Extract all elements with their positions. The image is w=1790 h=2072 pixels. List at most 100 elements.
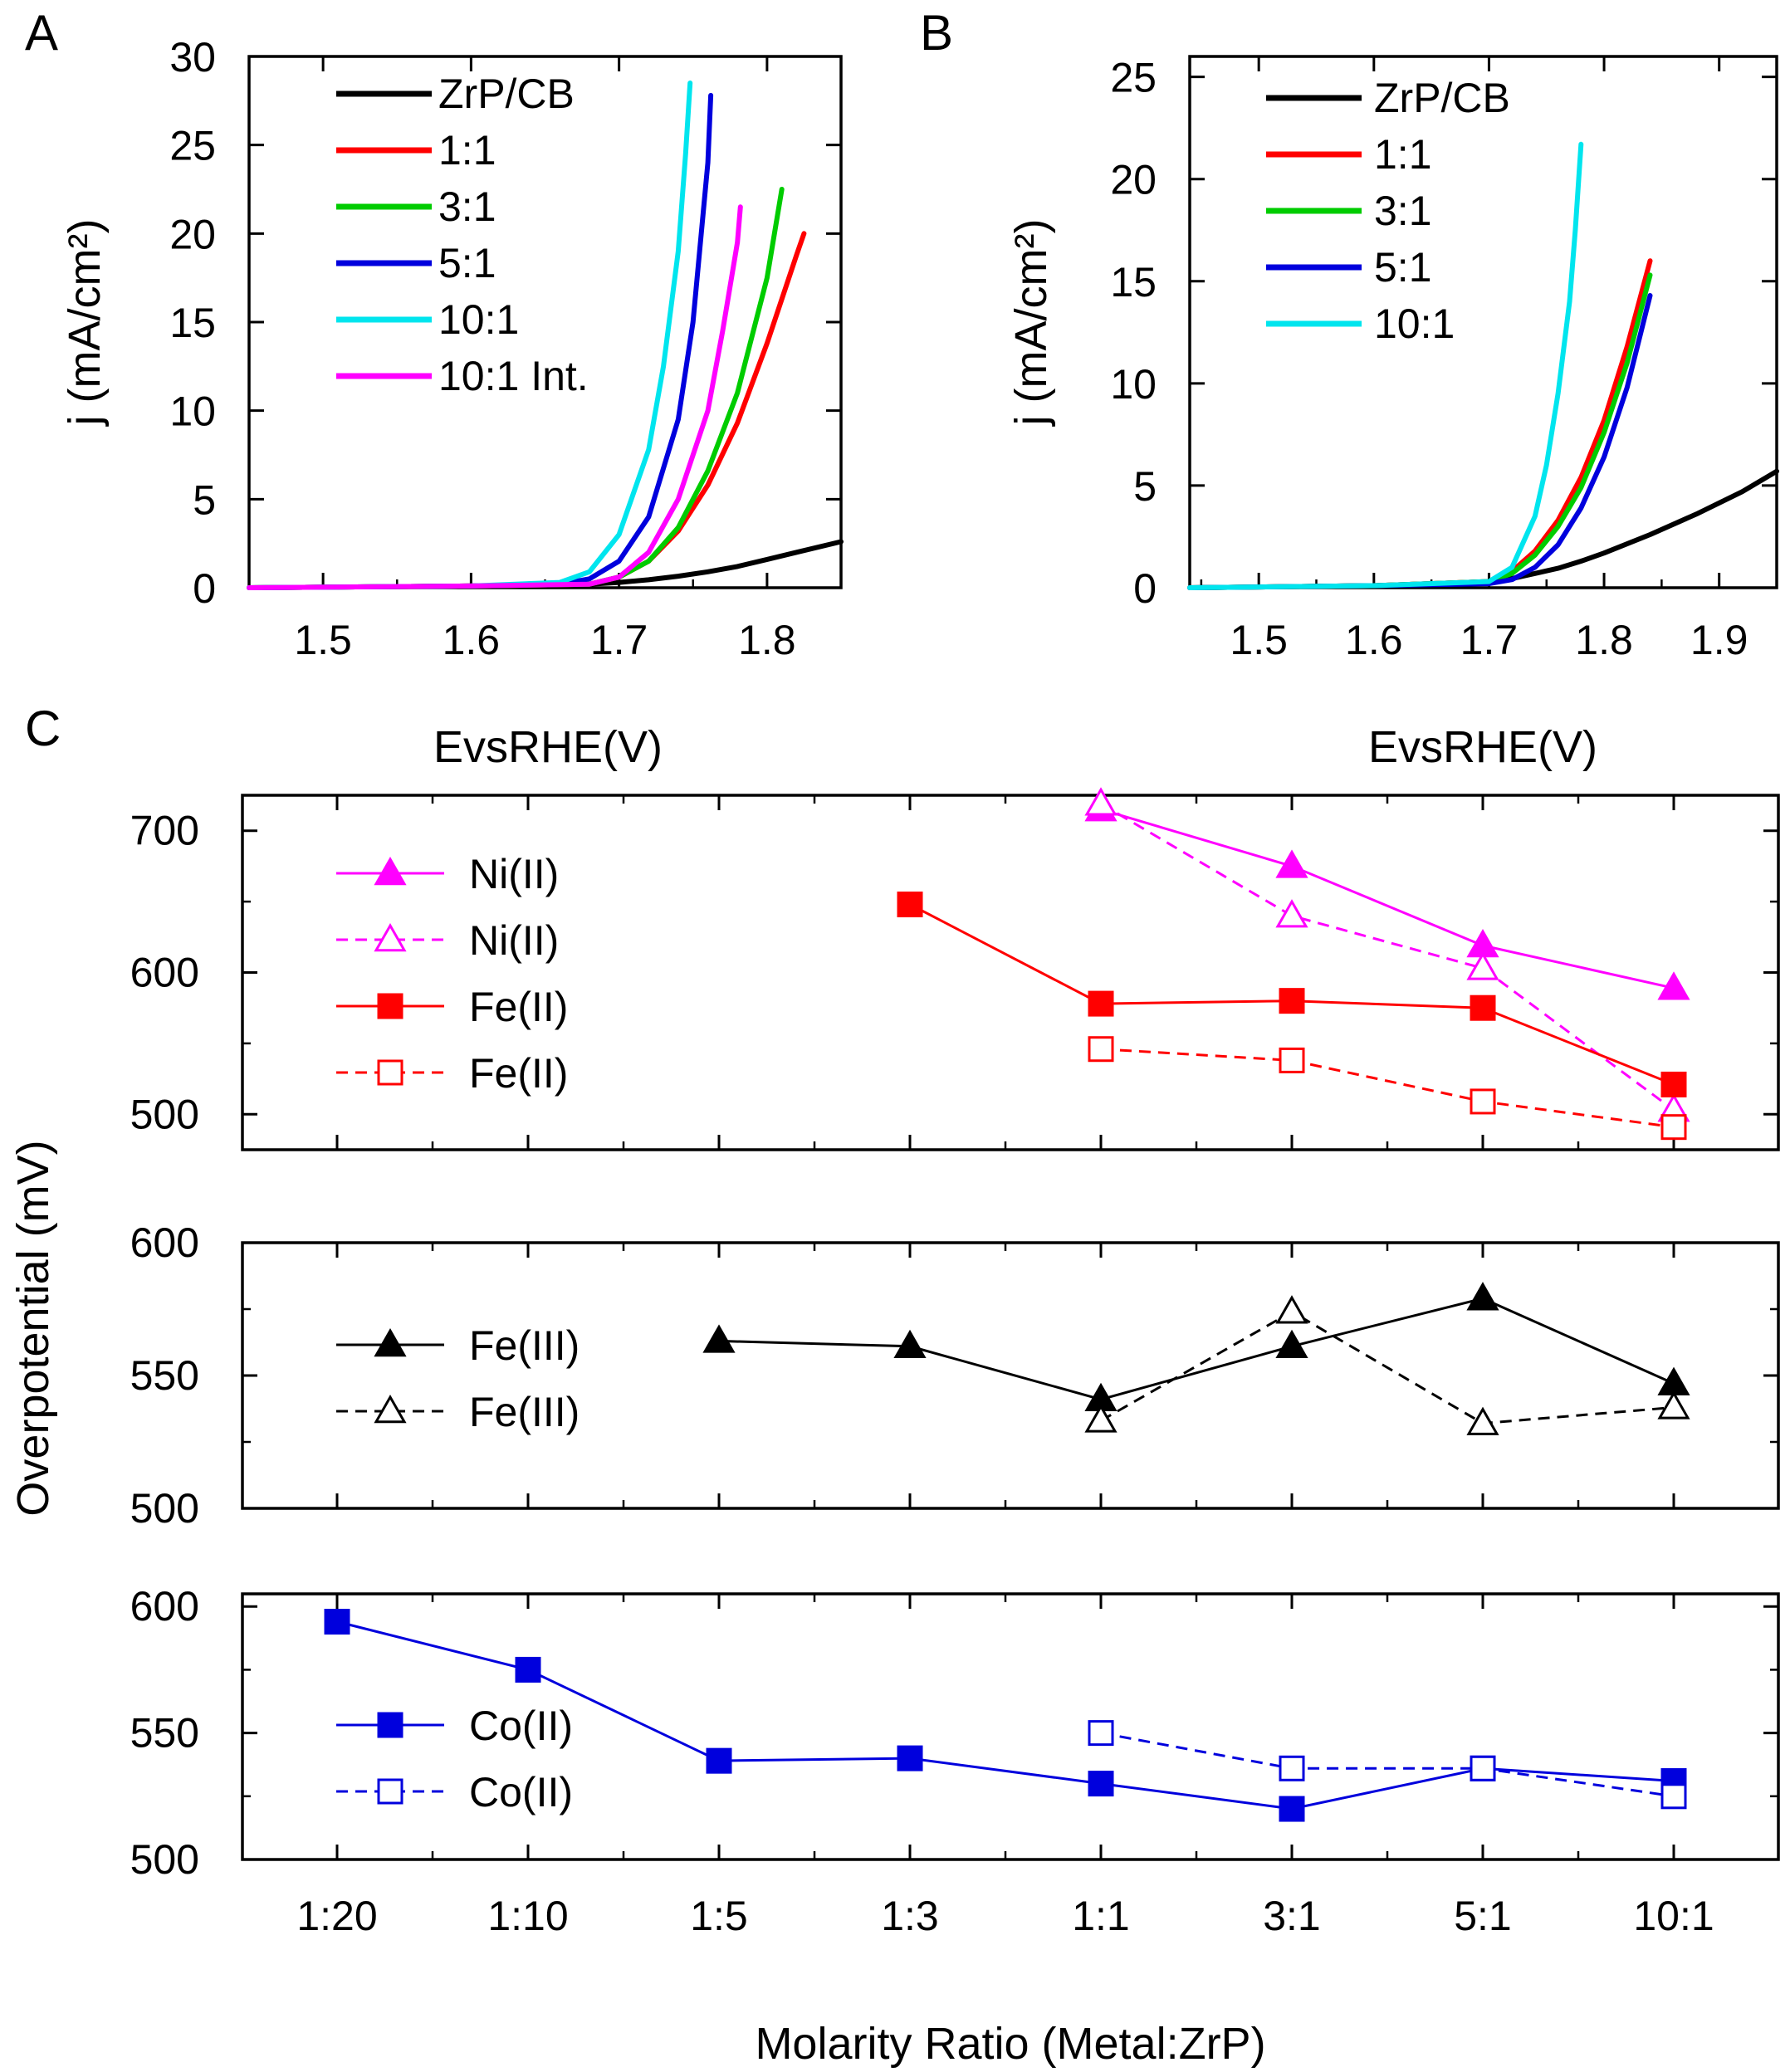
c-point-fe-ii-filled <box>897 892 923 918</box>
c-xtick-label: 3:1 <box>1263 1893 1321 1939</box>
c-xtick-label: 1:20 <box>296 1893 377 1939</box>
b-ytick-label: 0 <box>1133 565 1157 612</box>
panel-a-ylabel: j (mA/cm²) <box>60 219 110 428</box>
b-legend-label-10-1: 10:1 <box>1374 301 1455 347</box>
panel-b-legend: ZrP/CB 1:1 3:1 5:1 10:1 <box>1266 75 1510 347</box>
panel-b-ticks: 1.5 1.6 1.7 1.8 1.9 0 5 10 15 20 25 <box>1110 55 1778 663</box>
a-legend-label-5-1: 5:1 <box>438 240 496 286</box>
a-ytick-label: 30 <box>169 34 216 81</box>
c-point-fe-ii-open <box>1279 1047 1305 1073</box>
a-xtick-label: 1.6 <box>443 617 501 663</box>
a-xtick-label: 1.8 <box>738 617 796 663</box>
b-ytick-label: 15 <box>1110 259 1157 305</box>
c-legend-marker-fe-ii-filled <box>377 993 403 1019</box>
c-ytick-label: 500 <box>130 1485 199 1532</box>
a-legend-label-1-1: 1:1 <box>438 127 496 173</box>
c-point-ni-ii-open <box>1466 951 1499 980</box>
c-xtick-label: 1:10 <box>487 1893 568 1939</box>
c-point-fe-iii-filled <box>893 1329 927 1359</box>
panel-b: B 1.5 1.6 1.7 1.8 1.9 0 5 10 15 20 25 ZrP/CB 1:1 3:1… <box>920 5 1779 772</box>
a-ytick-label: 0 <box>193 565 216 612</box>
c-point-fe-ii-open <box>1660 1114 1687 1141</box>
c-xtick-label: 5:1 <box>1454 1893 1512 1939</box>
panel-a-ticks: 1.5 1.6 1.7 1.8 0 5 10 15 20 25 30 <box>169 34 843 663</box>
c-point-fe-ii-filled <box>1088 990 1114 1017</box>
c-point-co-ii-open <box>1660 1783 1687 1810</box>
c-legend-marker-fe-ii-open <box>377 1059 403 1086</box>
panel-b-ylabel: j (mA/cm²) <box>1006 219 1056 428</box>
c-series-line-fe-iii-open <box>1100 1310 1675 1425</box>
c-point-co-ii-filled <box>1279 1796 1305 1822</box>
a-ytick-label: 25 <box>169 123 216 169</box>
panel-a-series <box>247 81 844 590</box>
c-legend-label-fe-ii-open: Fe(II) <box>469 1050 568 1097</box>
c-ytick-label: 600 <box>130 950 199 996</box>
c-point-fe-ii-open <box>1470 1088 1496 1115</box>
b-legend-label-1-1: 1:1 <box>1374 131 1432 178</box>
c-point-fe-ii-filled <box>1470 994 1496 1021</box>
b-series-zrp-cb <box>1187 468 1779 590</box>
c-point-fe-ii-open <box>1088 1036 1114 1063</box>
c-legend-marker-ni-ii-open <box>374 922 407 952</box>
panel-a: A 1.5 1.6 1.7 1.8 0 5 10 15 20 25 30 ZrP/CB 1:1 3:1 5… <box>25 5 844 772</box>
a-legend-label-3-1: 3:1 <box>438 183 496 230</box>
c-series-line-co-ii-filled <box>336 1620 1675 1811</box>
c-legend-label-ni-ii-filled: Ni(II) <box>469 851 559 897</box>
panel-a-legend: ZrP/CB 1:1 3:1 5:1 10:1 10:1 Int. <box>336 71 589 399</box>
b-series-10-1 <box>1187 141 1584 590</box>
c-point-co-ii-filled <box>324 1609 350 1635</box>
a-legend-label-zrp-cb: ZrP/CB <box>438 71 575 117</box>
c-ytick-label: 500 <box>130 1836 199 1883</box>
c-ytick-label: 500 <box>130 1091 199 1137</box>
c-ytick-label: 600 <box>130 1219 199 1266</box>
c-point-co-ii-filled <box>515 1656 541 1683</box>
panel-b-xlabel: EvsRHE(V) <box>1368 722 1597 772</box>
panel-a-label: A <box>25 5 58 61</box>
b-xtick-label: 1.5 <box>1230 617 1288 663</box>
c-point-fe-ii-filled <box>1279 988 1305 1014</box>
panel-c-sub3-frame <box>241 1592 1780 1861</box>
a-ytick-label: 20 <box>169 211 216 257</box>
c-point-fe-iii-open <box>1657 1390 1690 1420</box>
c-ytick-label: 550 <box>130 1352 199 1399</box>
panel-c-series <box>324 787 1690 1822</box>
c-point-fe-iii-open <box>1275 1295 1308 1324</box>
c-xtick-label: 1:5 <box>690 1893 748 1939</box>
c-series-line-ni-ii-open <box>1100 802 1675 1112</box>
a-ytick-label: 15 <box>169 300 216 346</box>
c-point-fe-iii-filled <box>1657 1366 1690 1395</box>
c-legend-marker-fe-iii-filled <box>374 1327 407 1357</box>
panel-a-xlabel: EvsRHE(V) <box>433 722 663 772</box>
b-ytick-label: 5 <box>1133 463 1157 510</box>
c-series-line-fe-iii-filled <box>718 1297 1675 1401</box>
panel-b-series <box>1187 141 1779 590</box>
b-legend-label-3-1: 3:1 <box>1374 188 1432 234</box>
c-point-co-ii-open <box>1088 1720 1114 1747</box>
c-point-fe-iii-open <box>1466 1406 1499 1435</box>
c-legend-marker-co-ii-filled <box>377 1712 403 1738</box>
c-point-ni-ii-open <box>1275 899 1308 928</box>
panel-c-ylabel: Overpotential (mV) <box>8 1140 58 1516</box>
c-legend-label-co-ii-filled: Co(II) <box>469 1703 573 1749</box>
panel-c-legend: Ni(II) Ni(II) Fe(II) Fe(II) Fe(III) Fe(III) Co… <box>336 851 580 1815</box>
c-legend-label-co-ii-open: Co(II) <box>469 1769 573 1815</box>
c-xtick-label: 10:1 <box>1633 1893 1714 1939</box>
b-ytick-label: 10 <box>1110 361 1157 408</box>
c-point-fe-iii-filled <box>1466 1282 1499 1311</box>
c-point-ni-ii-open <box>1084 787 1118 816</box>
panel-c-xlabel: Molarity Ratio (Metal:ZrP) <box>755 2019 1265 2069</box>
c-point-ni-ii-filled <box>1657 971 1690 1000</box>
c-xtick-label: 1:1 <box>1072 1893 1130 1939</box>
a-legend-label-10-1: 10:1 <box>438 296 519 343</box>
c-ytick-label: 700 <box>130 808 199 854</box>
a-series-1-1 <box>247 231 807 590</box>
c-point-fe-iii-open <box>1084 1404 1118 1433</box>
b-legend-label-zrp-cb: ZrP/CB <box>1374 75 1510 121</box>
b-legend-label-5-1: 5:1 <box>1374 244 1432 291</box>
c-ytick-label: 550 <box>130 1710 199 1757</box>
c-point-co-ii-open <box>1470 1755 1496 1781</box>
c-point-co-ii-filled <box>706 1747 732 1774</box>
c-legend-label-fe-iii-filled: Fe(III) <box>469 1322 580 1369</box>
c-point-ni-ii-filled <box>1275 849 1308 878</box>
